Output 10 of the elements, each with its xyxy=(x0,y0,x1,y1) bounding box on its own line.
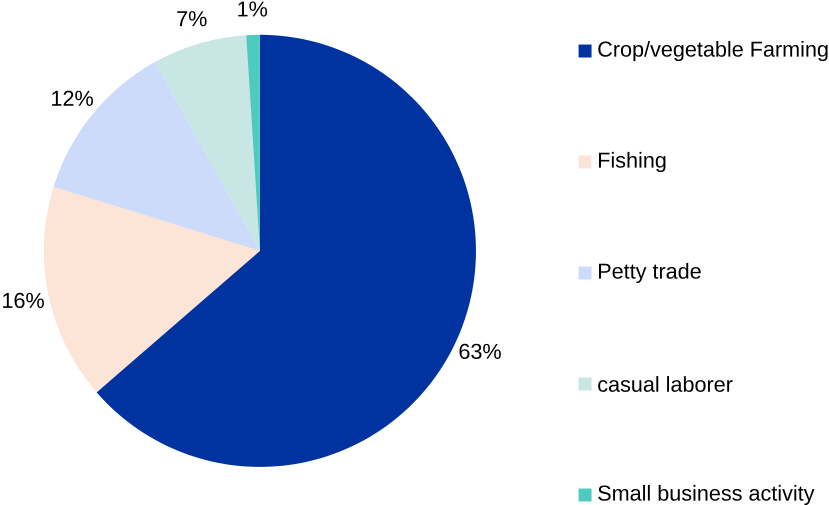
legend-label: Petty trade xyxy=(599,262,701,284)
data-label: 12% xyxy=(52,90,93,106)
data-label: 7% xyxy=(177,11,207,26)
legend-label: Small business activity xyxy=(598,484,814,505)
legend-label: Crop/vegetable Farming xyxy=(598,40,828,62)
data-label: 1% xyxy=(238,1,268,17)
data-label: 63% xyxy=(460,344,501,359)
legend-label: Fishing xyxy=(599,152,666,172)
data-label: 16% xyxy=(3,292,44,308)
legend-label: casual laborer xyxy=(598,376,733,392)
